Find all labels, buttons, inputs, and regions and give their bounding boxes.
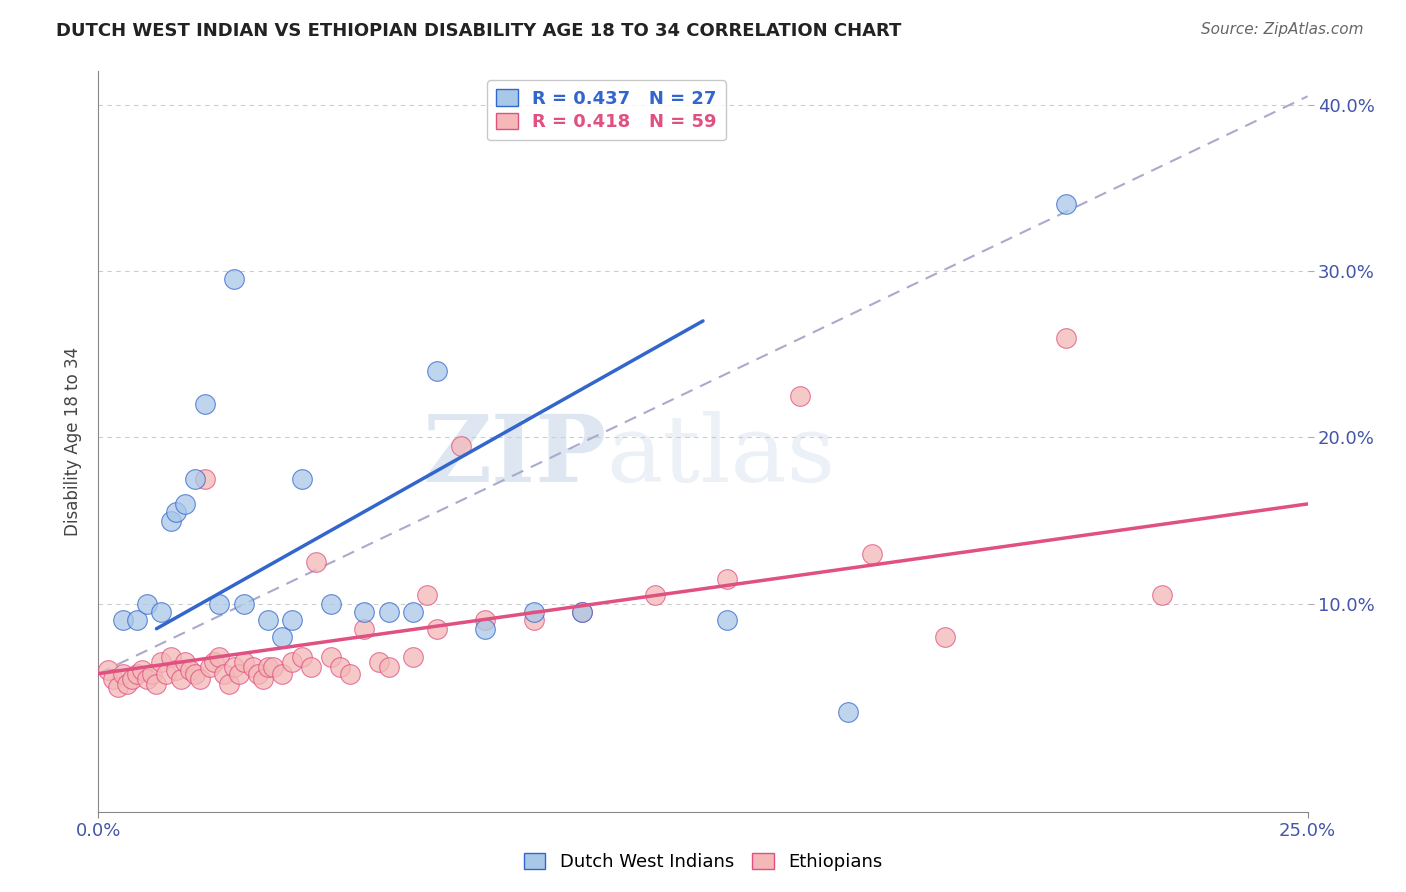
Point xyxy=(174,655,197,669)
Point xyxy=(571,605,593,619)
Point xyxy=(402,605,425,619)
Point xyxy=(523,614,546,628)
Text: atlas: atlas xyxy=(606,411,835,501)
Point xyxy=(184,472,207,486)
Point xyxy=(860,547,883,561)
Point xyxy=(155,666,177,681)
Point xyxy=(716,572,738,586)
Point xyxy=(194,472,217,486)
Point xyxy=(271,630,294,644)
Point xyxy=(101,672,124,686)
Point xyxy=(1152,589,1174,603)
Point xyxy=(228,666,250,681)
Text: DUTCH WEST INDIAN VS ETHIOPIAN DISABILITY AGE 18 TO 34 CORRELATION CHART: DUTCH WEST INDIAN VS ETHIOPIAN DISABILIT… xyxy=(56,22,901,40)
Point xyxy=(262,660,284,674)
Point xyxy=(179,663,201,677)
Point xyxy=(174,497,197,511)
Point xyxy=(160,514,183,528)
Point xyxy=(222,272,245,286)
Point xyxy=(377,605,399,619)
Point xyxy=(319,650,342,665)
Point xyxy=(184,666,207,681)
Point xyxy=(252,672,274,686)
Point xyxy=(256,660,278,674)
Point xyxy=(165,663,187,677)
Point xyxy=(426,364,449,378)
Point xyxy=(377,660,399,674)
Point xyxy=(121,672,143,686)
Point xyxy=(145,676,167,690)
Point xyxy=(271,666,294,681)
Point xyxy=(416,589,439,603)
Point xyxy=(150,605,173,619)
Point xyxy=(1054,197,1077,211)
Legend: R = 0.437   N = 27, R = 0.418   N = 59: R = 0.437 N = 27, R = 0.418 N = 59 xyxy=(486,80,725,140)
Point xyxy=(194,397,217,411)
Point xyxy=(281,614,304,628)
Point xyxy=(934,630,956,644)
Y-axis label: Disability Age 18 to 34: Disability Age 18 to 34 xyxy=(65,347,83,536)
Point xyxy=(450,439,472,453)
Point xyxy=(208,597,231,611)
Point xyxy=(789,389,811,403)
Point xyxy=(169,672,191,686)
Point xyxy=(107,680,129,694)
Point xyxy=(319,597,342,611)
Text: ZIP: ZIP xyxy=(422,411,606,501)
Point xyxy=(290,472,312,486)
Text: Source: ZipAtlas.com: Source: ZipAtlas.com xyxy=(1201,22,1364,37)
Point xyxy=(368,655,391,669)
Point xyxy=(329,660,352,674)
Point xyxy=(299,660,322,674)
Point xyxy=(111,666,134,681)
Point xyxy=(402,650,425,665)
Point xyxy=(242,660,264,674)
Point xyxy=(97,663,120,677)
Point xyxy=(571,605,593,619)
Point xyxy=(523,605,546,619)
Legend: Dutch West Indians, Ethiopians: Dutch West Indians, Ethiopians xyxy=(516,846,890,879)
Point xyxy=(353,605,375,619)
Point xyxy=(127,614,149,628)
Point xyxy=(218,676,240,690)
Point xyxy=(305,555,328,569)
Point xyxy=(150,655,173,669)
Point xyxy=(117,676,139,690)
Point xyxy=(111,614,134,628)
Point xyxy=(353,622,375,636)
Point xyxy=(474,622,496,636)
Point xyxy=(208,650,231,665)
Point xyxy=(426,622,449,636)
Point xyxy=(160,650,183,665)
Point xyxy=(188,672,211,686)
Point xyxy=(135,672,157,686)
Point xyxy=(837,705,859,719)
Point xyxy=(135,597,157,611)
Point xyxy=(131,663,153,677)
Point xyxy=(281,655,304,669)
Point xyxy=(141,666,163,681)
Point xyxy=(212,666,235,681)
Point xyxy=(222,660,245,674)
Point xyxy=(474,614,496,628)
Point xyxy=(339,666,361,681)
Point xyxy=(290,650,312,665)
Point xyxy=(644,589,666,603)
Point xyxy=(716,614,738,628)
Point xyxy=(1054,330,1077,344)
Point xyxy=(204,655,226,669)
Point xyxy=(127,666,149,681)
Point xyxy=(232,655,254,669)
Point xyxy=(198,660,221,674)
Point xyxy=(232,597,254,611)
Point xyxy=(247,666,270,681)
Point xyxy=(256,614,278,628)
Point xyxy=(165,505,187,519)
